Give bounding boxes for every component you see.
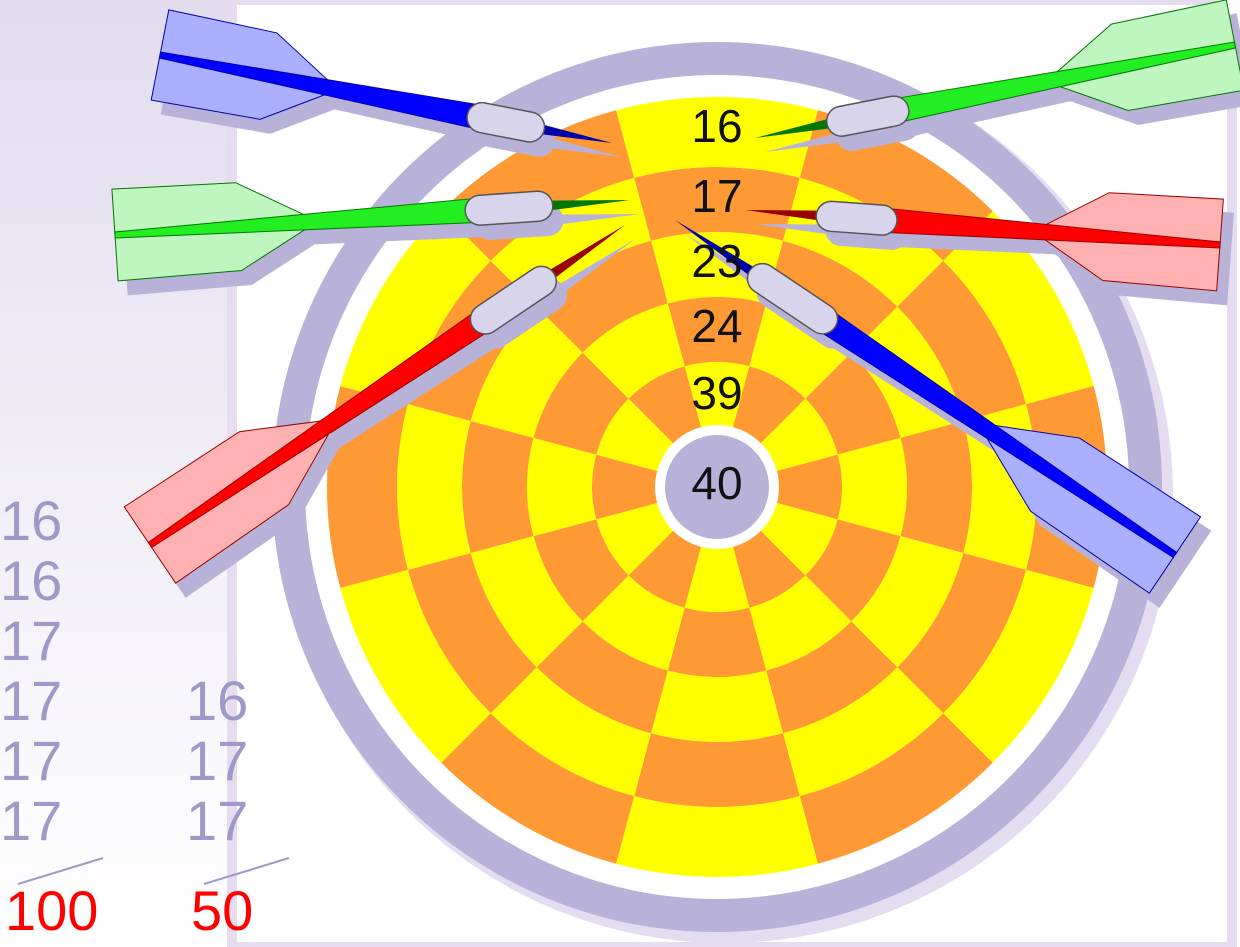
- board-sector: [397, 404, 471, 570]
- board-sector: [943, 211, 1094, 405]
- board-sector: [536, 240, 668, 353]
- board-sector: [616, 96, 818, 178]
- dart: [123, 225, 625, 584]
- board-sector: [407, 552, 537, 714]
- dart-needle: [546, 225, 625, 281]
- darts: [111, 0, 1240, 608]
- dart-needle: [755, 118, 833, 138]
- board-sector: [782, 667, 944, 797]
- board-sector: [596, 502, 675, 576]
- addend: 16: [186, 669, 248, 732]
- board-sector: [634, 167, 800, 241]
- board-sector: [759, 502, 838, 576]
- ring-number: 17: [691, 170, 742, 222]
- board-sector: [732, 529, 806, 608]
- total: 100: [5, 879, 98, 942]
- board-sector: [805, 352, 901, 455]
- board-sector: [732, 366, 806, 445]
- addend: 17: [0, 609, 62, 672]
- board-sector: [749, 575, 852, 671]
- board-sector: [533, 519, 629, 622]
- board-sector: [897, 260, 1027, 422]
- dart: [150, 9, 612, 143]
- dart-needle: [556, 239, 635, 295]
- board-sector: [628, 366, 702, 445]
- board-sector: [340, 211, 491, 405]
- addend: 17: [186, 729, 248, 792]
- board-sector: [490, 667, 652, 797]
- board-sector: [684, 544, 750, 612]
- dart: [755, 0, 1240, 138]
- ring-number: 23: [691, 235, 742, 287]
- board-sector: [634, 733, 800, 807]
- dart-needle: [548, 138, 622, 157]
- dart-barrel: [825, 95, 910, 137]
- board-sector: [441, 713, 635, 864]
- addend: 16: [0, 489, 62, 552]
- dart-needle: [547, 200, 630, 211]
- board-sector: [749, 303, 852, 399]
- board-sector: [805, 519, 901, 622]
- board-sector: [462, 421, 534, 553]
- board-sector: [340, 569, 491, 763]
- board-sector: [943, 569, 1094, 763]
- board-sector: [536, 621, 668, 734]
- board-sector: [667, 297, 767, 367]
- ring-number: 16: [691, 100, 742, 152]
- sum-line: [17, 857, 104, 885]
- board-sector: [628, 529, 702, 608]
- board-sector: [582, 303, 685, 399]
- dart: [111, 182, 630, 282]
- ring-number: 24: [691, 300, 742, 352]
- addend: 17: [186, 789, 248, 852]
- board-sector: [582, 575, 685, 671]
- dart-needle: [675, 220, 758, 278]
- board-sector: [527, 437, 597, 537]
- dart: [675, 220, 1202, 594]
- board-sector: [470, 536, 583, 668]
- board-sector: [592, 454, 660, 520]
- ring-number: 39: [691, 367, 742, 419]
- dart-barrel: [466, 101, 546, 143]
- board-sector: [799, 713, 993, 864]
- dart-barrel: [464, 190, 554, 226]
- board-sector: [684, 362, 750, 430]
- board-sector: [533, 352, 629, 455]
- addend: 17: [0, 789, 62, 852]
- board-sector: [766, 621, 898, 734]
- board-sector: [596, 398, 675, 472]
- board-sector: [897, 552, 1027, 714]
- board-sector: [616, 796, 818, 877]
- dart-needle: [557, 214, 640, 225]
- total: 50: [191, 879, 253, 942]
- addend: 17: [0, 669, 62, 732]
- dart: [745, 192, 1224, 292]
- ring-number: 40: [691, 457, 742, 509]
- sum-line: [203, 857, 290, 885]
- dart-needle: [765, 132, 843, 152]
- board-sector: [900, 421, 972, 553]
- dart-barrel: [815, 200, 898, 236]
- board-sector: [851, 536, 964, 668]
- dart-needle: [538, 124, 612, 143]
- board-sector: [470, 306, 583, 438]
- board-sector: [651, 670, 783, 743]
- board-sector: [774, 454, 842, 520]
- board-sector: [766, 240, 898, 353]
- bull: [665, 435, 769, 539]
- board-sector: [837, 437, 907, 537]
- board-sector: [759, 398, 838, 472]
- dart-needle: [755, 224, 832, 235]
- dart-barrel: [746, 262, 839, 335]
- board-sector: [667, 607, 767, 677]
- addend: 17: [0, 729, 62, 792]
- addend: 16: [0, 549, 62, 612]
- dart-needle: [745, 210, 822, 221]
- dart-barrel: [469, 265, 558, 335]
